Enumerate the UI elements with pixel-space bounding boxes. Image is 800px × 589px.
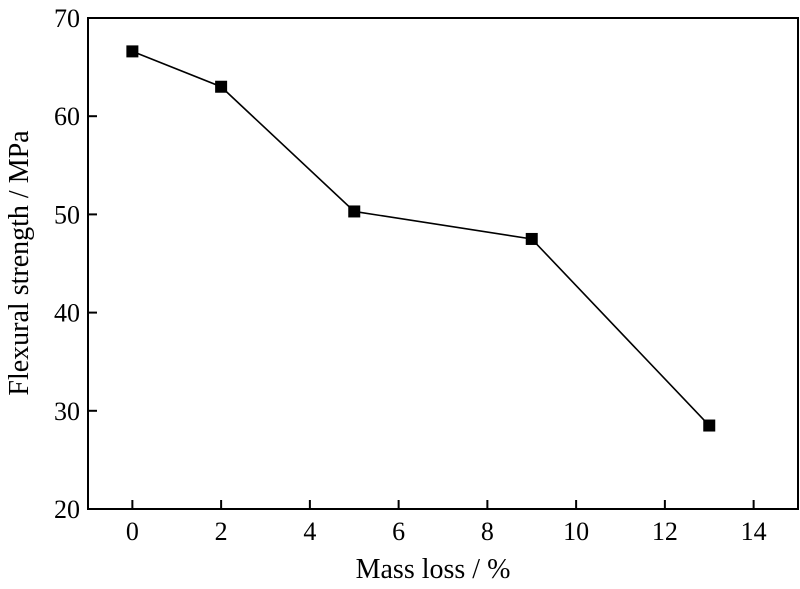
x-tick-label: 4 [303,517,316,546]
y-axis-ticks: 20 30 40 50 60 70 [54,4,97,524]
x-tick-label: 0 [126,517,139,546]
data-point-marker [215,80,228,93]
x-tick-label: 12 [652,517,678,546]
y-tick-label: 30 [54,397,80,426]
y-tick-label: 50 [54,200,80,229]
data-point-marker [348,205,361,218]
y-axis-title: Flexural strength / MPa [4,130,35,396]
y-tick-label: 70 [54,4,80,33]
x-tick-label: 6 [392,517,405,546]
data-point-marker [126,45,139,58]
x-axis-ticks: 0 2 4 6 8 10 12 14 [126,500,767,546]
x-tick-label: 10 [563,517,589,546]
y-tick-label: 60 [54,102,80,131]
series-points-group [126,45,716,432]
x-tick-label: 14 [741,517,767,546]
data-point-marker [525,232,538,245]
y-tick-label: 20 [54,495,80,524]
series-line [132,50,710,427]
x-tick-label: 2 [215,517,228,546]
y-tick-label: 40 [54,299,80,328]
series-line-group [132,50,710,427]
x-tick-label: 8 [481,517,494,546]
x-axis-title: Mass loss / % [356,554,511,585]
plot-frame [87,17,799,510]
data-point-marker [703,419,716,432]
